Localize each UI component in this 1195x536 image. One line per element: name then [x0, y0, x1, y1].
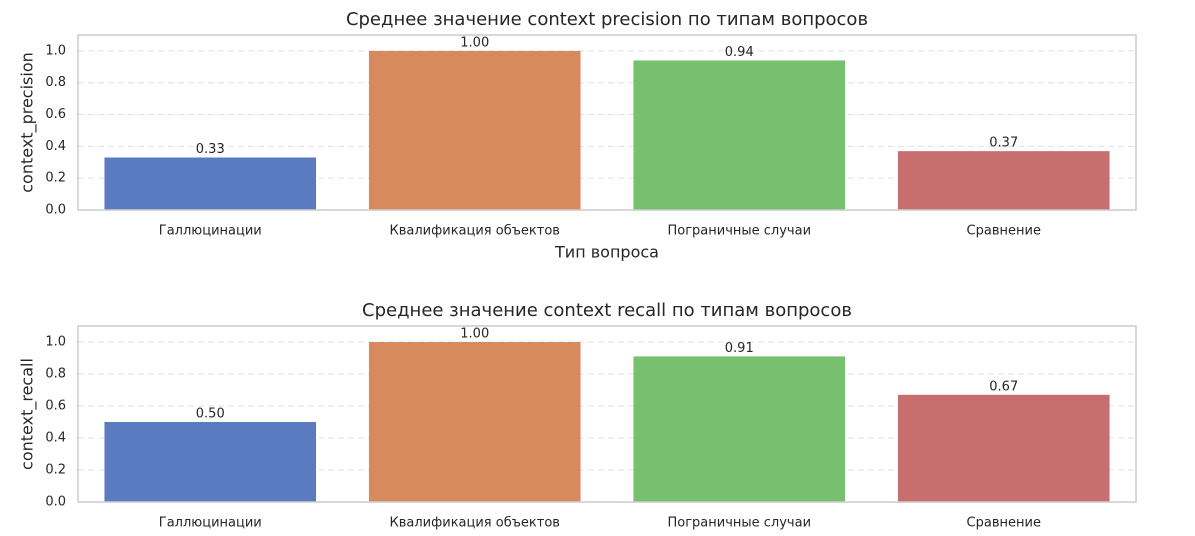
value-label: 1.00 [460, 327, 489, 342]
chart-title: Среднее значение context recall по типам… [362, 300, 852, 321]
x-tick-label: Сравнение [967, 516, 1041, 531]
x-tick-label: Галлюцинации [159, 224, 262, 239]
y-tick-label: 0.2 [45, 463, 66, 478]
y-axis-label: context_precision [18, 52, 38, 192]
value-label: 0.50 [196, 407, 225, 422]
bar [368, 342, 581, 502]
y-tick-label: 0.8 [45, 367, 66, 382]
y-axis-label: context_recall [18, 358, 38, 470]
value-label: 0.33 [196, 142, 225, 157]
y-tick-label: 0.6 [45, 399, 66, 414]
x-tick-label: Пограничные случаи [667, 224, 811, 239]
axes-frame [77, 34, 1137, 211]
y-tick-label: 0.4 [45, 431, 66, 446]
axes-frame [77, 325, 1137, 503]
y-tick-label: 0.0 [45, 203, 66, 218]
y-tick-label: 1.0 [45, 335, 66, 350]
y-tick-label: 0.2 [45, 171, 66, 186]
y-tick-label: 0.0 [45, 495, 66, 510]
value-label: 0.91 [725, 341, 754, 356]
chart-title: Среднее значение context precision по ти… [346, 9, 868, 30]
value-label: 0.67 [989, 379, 1018, 394]
x-tick-label: Квалификация объектов [390, 224, 560, 239]
y-tick-label: 0.8 [45, 75, 66, 90]
y-tick-label: 1.0 [45, 43, 66, 58]
value-label: 0.37 [989, 136, 1018, 151]
x-tick-label: Квалификация объектов [390, 516, 560, 531]
x-axis-label: Тип вопроса [554, 243, 659, 262]
x-tick-label: Сравнение [967, 224, 1041, 239]
bar [897, 151, 1110, 210]
bar [104, 422, 317, 502]
bar [897, 394, 1110, 502]
value-label: 0.94 [725, 45, 754, 60]
value-label: 1.00 [460, 35, 489, 50]
bar [633, 356, 846, 502]
bar [368, 50, 581, 211]
y-tick-label: 0.4 [45, 139, 66, 154]
x-tick-label: Пограничные случаи [667, 516, 811, 531]
x-tick-label: Галлюцинации [159, 516, 262, 531]
bar [633, 60, 846, 210]
bar [104, 157, 317, 210]
y-tick-label: 0.6 [45, 107, 66, 122]
